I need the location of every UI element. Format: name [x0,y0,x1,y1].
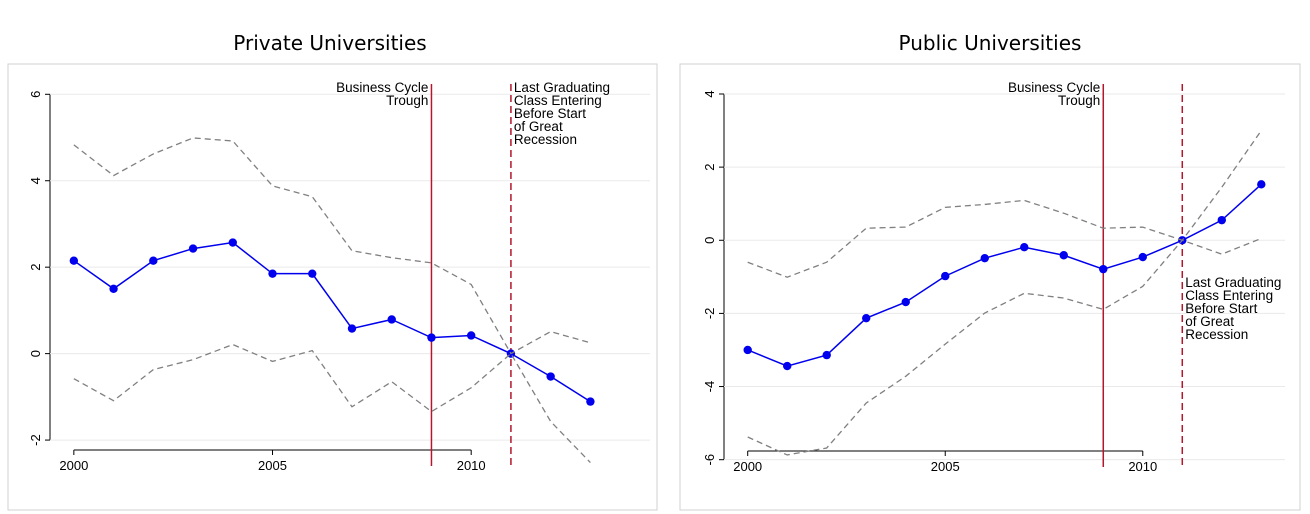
data-point [586,397,595,406]
y-tick-label: 6 [28,91,43,98]
data-point [1099,264,1108,274]
data-point [1020,243,1029,252]
data-point [822,350,831,360]
y-tick-label: -2 [702,308,717,320]
data-point [980,253,989,263]
series-line [747,199,1262,278]
x-tick-label: 2005 [931,459,960,474]
chart-panel: Private Universities -2 0 2 4 6 2000 2005 2010 Bu… [7,31,658,511]
plot-frame [7,63,658,511]
data-point [941,271,950,281]
annotation: Business Cycle [336,80,428,95]
annotation: of Great [1185,314,1234,329]
y-tick-label: 4 [28,177,43,184]
data-point [308,269,317,278]
annotation: Last Graduating [1185,275,1281,290]
x-tick-label: 2000 [59,458,88,473]
annotation: Class Entering [1185,288,1273,303]
annotation: Recession [514,132,577,147]
data-point [387,315,396,324]
annotation: Before Start [514,106,586,121]
chart-title: Public Universities [899,31,1082,55]
data-point [862,313,871,323]
data-point [783,361,792,371]
data-point [1138,252,1147,262]
annotation: Trough [386,93,428,108]
annotation: Before Start [1185,301,1257,316]
chart-title: Private Universities [233,31,426,55]
data-point [268,269,277,278]
data-point [228,238,237,247]
y-tick-label: 4 [702,90,717,97]
annotation: Business Cycle [1008,80,1100,95]
data-point [109,284,118,293]
data-point [466,331,476,340]
x-tick-label: 2000 [733,459,762,474]
data-point [347,324,357,333]
chart-panel: Public Universities -6 -4 -2 0 2 4 2000 2005 2010… [679,31,1301,511]
plot-frame [679,63,1301,511]
data-point [149,256,158,265]
data-point [1059,251,1068,260]
y-tick-label: -2 [28,434,43,446]
annotation: Last Graduating [514,80,610,95]
data-point [901,297,910,307]
series-line [73,343,591,463]
y-tick-label: -6 [702,454,717,466]
series-line [73,137,591,355]
x-tick-label: 2005 [258,458,287,473]
annotation: Recession [1185,327,1248,342]
annotation: of Great [514,119,563,134]
annotation: Class Entering [514,93,602,108]
data-point [546,372,555,381]
data-point [743,345,752,355]
annotation: Trough [1058,93,1100,108]
y-tick-label: 2 [28,264,43,271]
series-line [747,130,1262,456]
data-point [188,244,198,253]
y-tick-label: -4 [702,381,717,393]
data-point [427,333,436,342]
series-line [73,241,591,403]
data-point [69,256,79,265]
y-tick-label: 0 [28,350,43,357]
series-line [747,183,1262,367]
y-tick-label: 0 [702,237,717,244]
data-point [1257,180,1266,189]
y-tick-label: 2 [702,164,717,171]
x-tick-label: 2010 [1128,459,1157,474]
data-point [1217,215,1226,225]
x-tick-label: 2010 [457,458,486,473]
